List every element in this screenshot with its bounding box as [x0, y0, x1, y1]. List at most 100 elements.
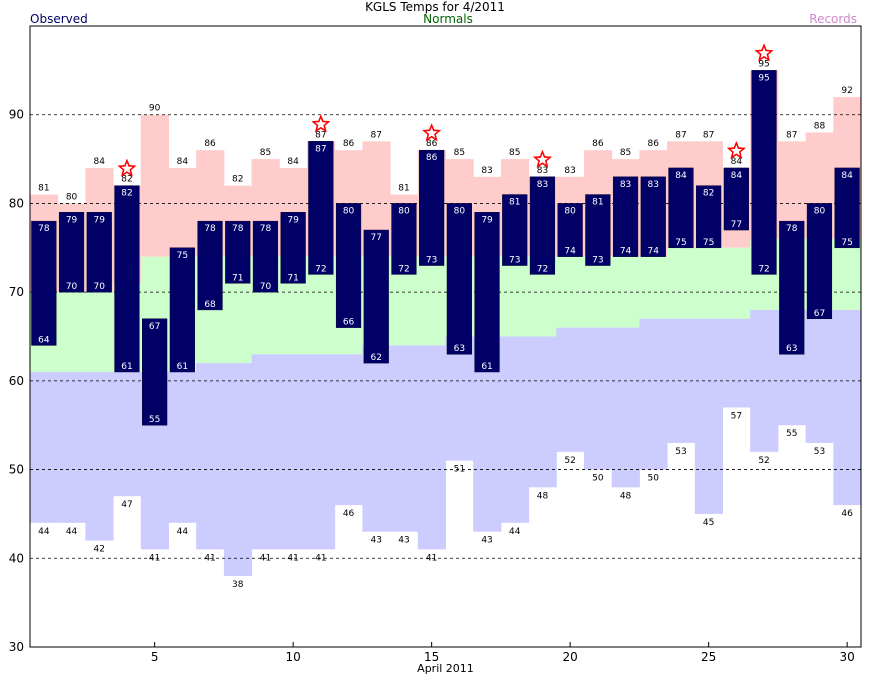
record-low-band — [334, 354, 363, 506]
y-tick-label: 40 — [9, 551, 24, 565]
observed-high-label: 82 — [121, 189, 132, 199]
observed-high-label: 83 — [620, 180, 631, 190]
observed-bar — [668, 167, 694, 249]
y-tick-label: 60 — [9, 374, 24, 388]
record-high-label: 85 — [454, 148, 465, 158]
observed-high-label: 83 — [648, 180, 659, 190]
record-low-band — [445, 336, 474, 461]
observed-low-label: 72 — [537, 264, 548, 274]
observed-high-label: 80 — [564, 206, 576, 216]
record-star-center — [121, 162, 133, 174]
record-low-band — [639, 318, 668, 470]
normal-band — [500, 256, 530, 337]
record-low-band — [251, 354, 280, 550]
observed-bar — [696, 185, 722, 249]
observed-high-label: 86 — [426, 153, 438, 163]
record-low-label: 44 — [509, 527, 521, 537]
observed-low-label: 72 — [315, 264, 326, 274]
observed-bar — [225, 220, 251, 284]
record-high-label: 85 — [260, 148, 271, 158]
observed-bar — [640, 176, 666, 257]
observed-low-label: 70 — [260, 282, 272, 292]
record-low-label: 43 — [398, 536, 409, 546]
record-high-label: 81 — [398, 184, 409, 194]
record-low-label: 48 — [620, 491, 632, 501]
observed-low-label: 68 — [204, 300, 216, 310]
record-high-label: 82 — [121, 175, 132, 185]
record-high-label: 82 — [232, 175, 243, 185]
observed-bar — [31, 220, 57, 346]
observed-low-label: 74 — [648, 247, 660, 257]
record-low-label: 43 — [481, 536, 492, 546]
observed-bar — [751, 70, 777, 275]
normal-band — [417, 256, 446, 346]
record-low-band — [279, 354, 308, 550]
record-low-band — [57, 371, 86, 523]
observed-low-label: 72 — [398, 264, 409, 274]
normal-band — [667, 247, 696, 319]
observed-low-label: 77 — [731, 220, 742, 230]
normal-band — [85, 292, 114, 372]
record-low-label: 53 — [814, 447, 825, 457]
record-low-label: 44 — [38, 527, 50, 537]
gridlines — [30, 114, 861, 559]
observed-high-label: 78 — [786, 224, 798, 234]
record-low-band — [805, 309, 834, 443]
observed-low-label: 62 — [371, 353, 382, 363]
record-high-label: 95 — [758, 59, 769, 69]
y-tick-label: 80 — [9, 196, 24, 210]
observed-low-label: 75 — [675, 238, 686, 248]
record-high-label: 83 — [537, 166, 548, 176]
chart-title: KGLS Temps for 4/2011 — [365, 0, 505, 14]
observed-low-label: 73 — [592, 256, 603, 266]
observed-low-label: 67 — [814, 309, 825, 319]
observed-high-label: 84 — [731, 171, 743, 181]
record-high-label: 92 — [841, 86, 852, 96]
record-high-band — [168, 167, 197, 257]
record-high-label: 86 — [648, 139, 660, 149]
axes: 30 40 50 60 70 80 90 5 10 15 20 25 30 April 2011 — [9, 25, 862, 675]
observed-high-label: 95 — [758, 73, 769, 83]
observed-high-label: 82 — [703, 189, 714, 199]
record-low-label: 41 — [260, 553, 271, 563]
observed-bar — [502, 194, 528, 266]
x-tick-label: 30 — [840, 650, 855, 664]
record-low-label: 41 — [204, 553, 215, 563]
x-axis-label: April 2011 — [417, 662, 474, 675]
observed-bar — [446, 203, 472, 355]
x-tick-label: 15 — [424, 650, 439, 664]
record-high-label: 85 — [620, 148, 631, 158]
observed-high-label: 81 — [592, 198, 603, 208]
y-tick-label: 70 — [9, 285, 24, 299]
record-low-label: 44 — [66, 527, 78, 537]
record-low-band — [85, 371, 114, 541]
legend-observed: Observed — [30, 12, 88, 26]
record-low-label: 41 — [426, 553, 437, 563]
record-high-label: 86 — [204, 139, 216, 149]
observed-high-label: 78 — [232, 224, 244, 234]
record-low-band — [362, 345, 391, 532]
record-star-center — [315, 118, 327, 130]
x-tick-label: 5 — [151, 650, 159, 664]
record-low-label: 53 — [675, 447, 686, 457]
observed-high-label: 78 — [38, 224, 50, 234]
observed-high-label: 87 — [315, 144, 326, 154]
record-low-label: 52 — [564, 456, 575, 466]
observed-bar — [280, 212, 306, 284]
record-low-bands — [30, 309, 862, 577]
normal-band — [833, 238, 862, 310]
observed-high-label: 84 — [675, 171, 687, 181]
observed-low-label: 63 — [454, 344, 465, 354]
record-high-label: 84 — [287, 157, 299, 167]
record-high-band — [140, 114, 169, 257]
legend-records: Records — [809, 12, 857, 26]
observed-bar — [557, 203, 583, 257]
observed-high-label: 80 — [814, 206, 826, 216]
normal-band — [639, 256, 668, 319]
y-tick-label: 30 — [9, 640, 24, 654]
y-tick-label: 90 — [9, 108, 24, 122]
record-low-band — [417, 345, 446, 550]
record-low-band — [556, 327, 585, 452]
normal-band — [722, 247, 751, 319]
record-low-band — [833, 309, 862, 506]
